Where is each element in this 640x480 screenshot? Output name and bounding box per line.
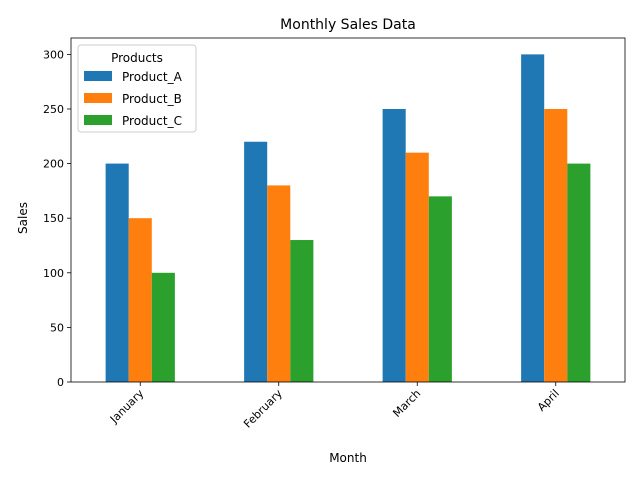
bar-product-b-february (267, 185, 291, 382)
bar-product-b-january (128, 218, 152, 382)
legend-box (77, 44, 197, 133)
x-axis-label: Month (329, 451, 367, 465)
x-tick-label: January (107, 387, 147, 427)
x-tick-label: February (241, 387, 285, 431)
legend-swatch-product-c (84, 115, 112, 125)
legend-swatch-product-b (84, 93, 112, 103)
bar-product-a-february (244, 141, 268, 382)
y-tick-label: 100 (43, 267, 64, 280)
legend-title: Products (111, 51, 163, 65)
y-tick-label: 300 (43, 48, 64, 61)
y-tick-label: 200 (43, 158, 64, 171)
bar-product-c-march (428, 196, 452, 382)
plot-frame (70, 37, 626, 383)
x-tick-label: March (390, 387, 423, 420)
y-tick-label: 250 (43, 103, 64, 116)
bar-product-a-april (521, 54, 545, 382)
legend: Products Product_A Product_B Product_C (77, 44, 197, 133)
y-tick-label: 150 (43, 212, 64, 225)
y-tick-label: 50 (50, 321, 64, 334)
legend-swatch-product-a (84, 71, 112, 81)
bar-product-c-april (567, 163, 591, 382)
legend-label-product-b: Product_B (122, 92, 182, 106)
x-tick-label: April (535, 387, 562, 414)
y-tick-label: 0 (57, 376, 64, 389)
y-axis-label: Sales (16, 202, 30, 234)
bar-product-b-april (544, 108, 568, 382)
bar-product-c-february (290, 240, 314, 382)
bar-product-c-january (151, 272, 175, 382)
plot-area (70, 37, 626, 383)
legend-label-product-a: Product_A (122, 70, 183, 84)
bar-product-b-march (405, 152, 429, 382)
legend-label-product-c: Product_C (122, 114, 182, 128)
chart-title: Monthly Sales Data (280, 17, 416, 33)
bar-product-a-january (105, 163, 129, 382)
bar-product-a-march (382, 108, 406, 382)
